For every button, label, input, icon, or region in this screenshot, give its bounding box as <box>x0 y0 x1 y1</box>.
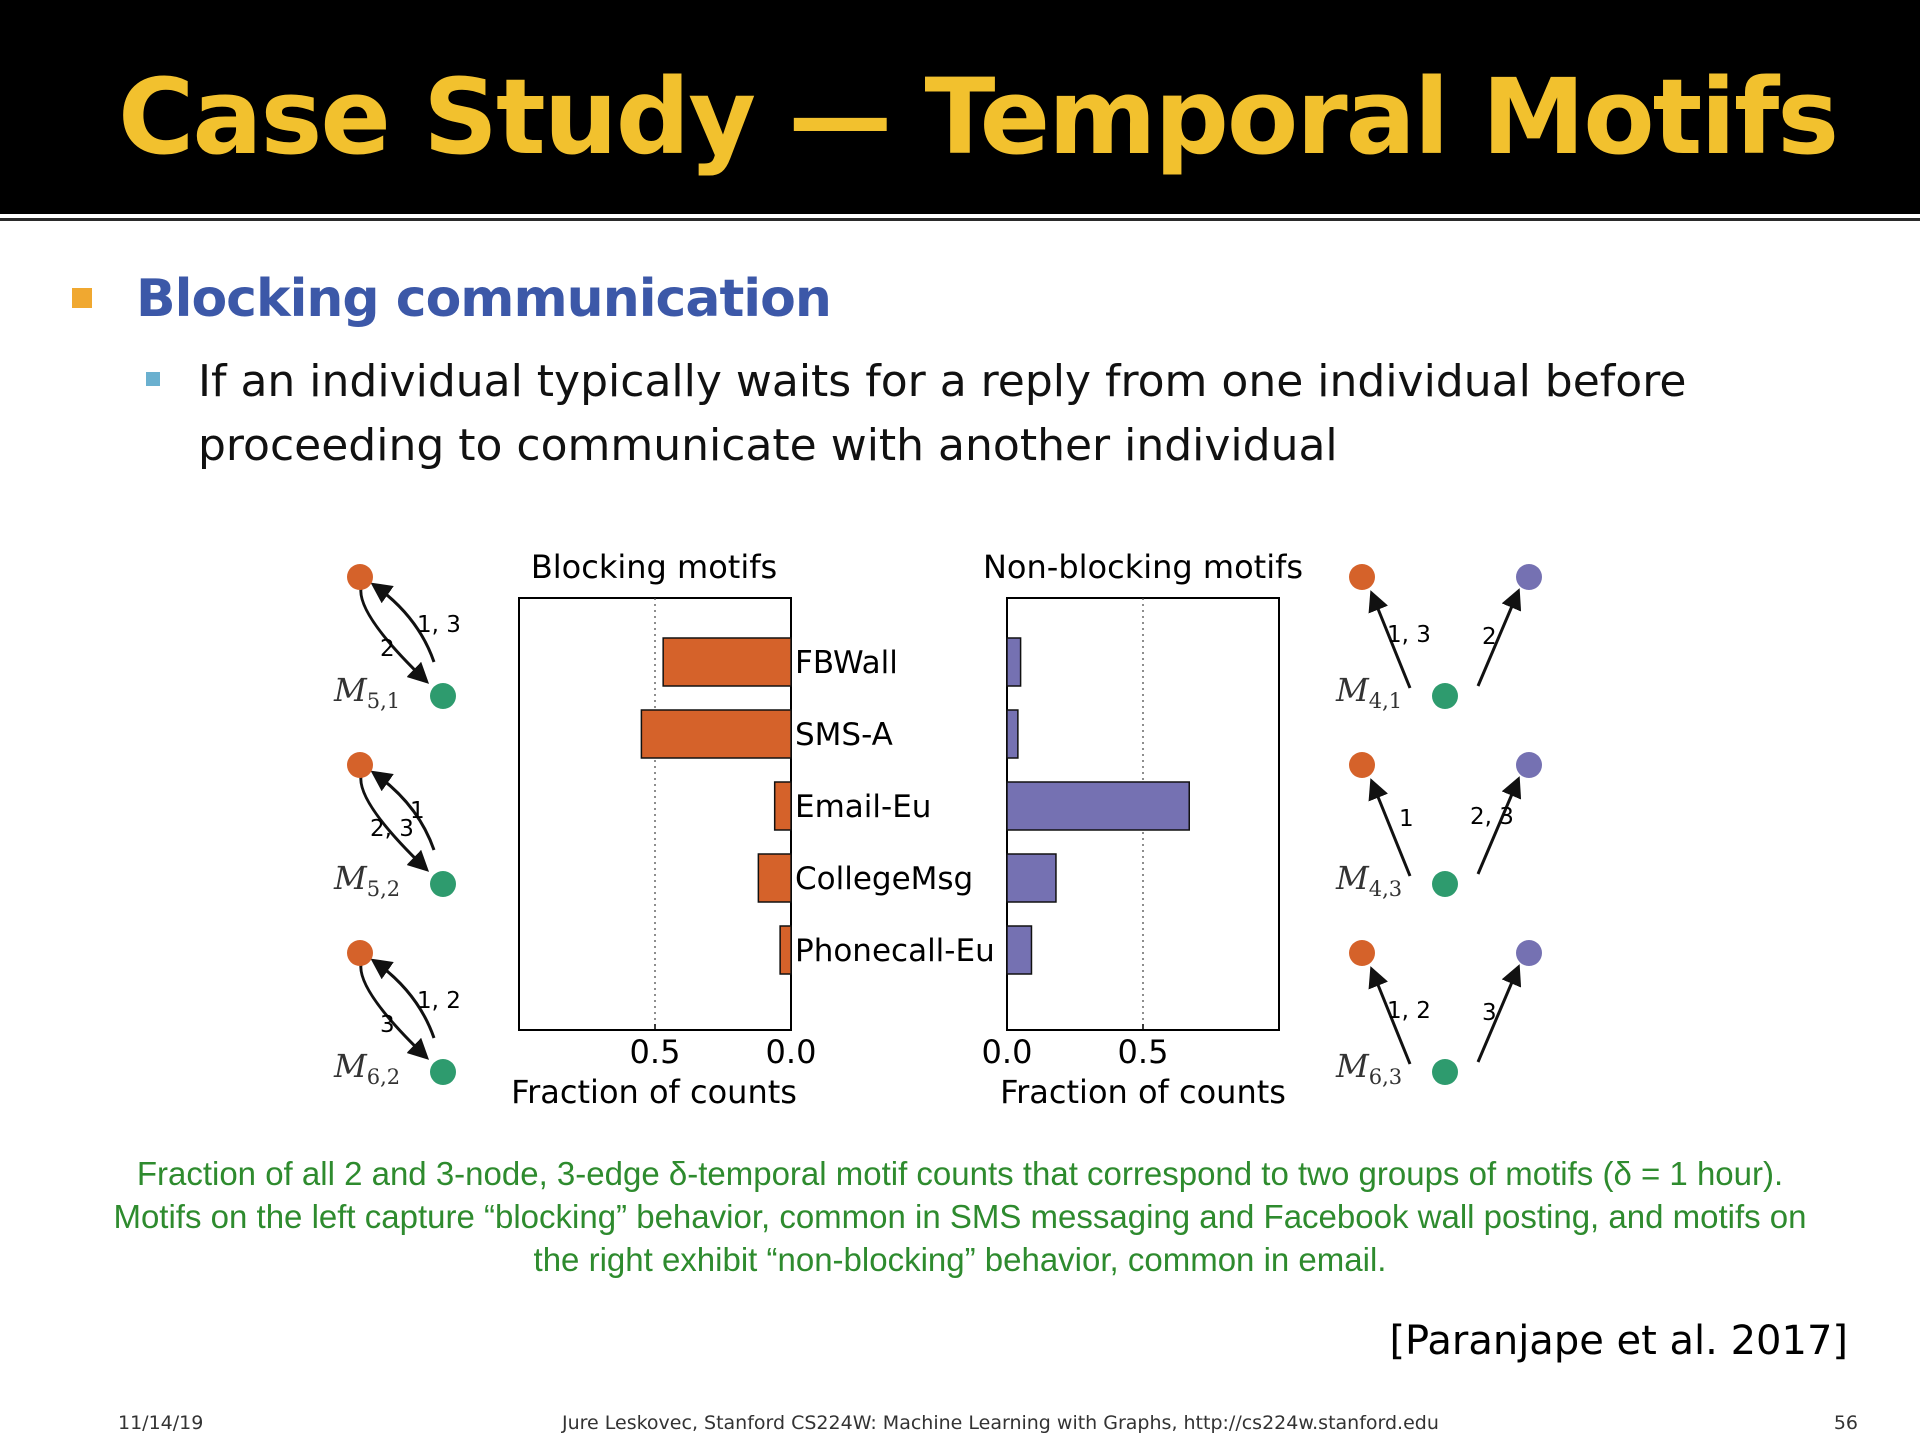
motif-name: M6,3 <box>1335 1047 1402 1089</box>
motif-edge-return <box>359 771 430 872</box>
motif-edge-label-left: 1 <box>1399 806 1414 832</box>
footer-credit: Jure Leskovec, Stanford CS224W: Machine … <box>562 1412 1439 1434</box>
motif-node-purple <box>1516 752 1542 778</box>
blocking-tick-label-0.0: 0.0 <box>766 1033 817 1071</box>
category-label-email-eu: Email-Eu <box>795 789 931 825</box>
title-bar <box>0 0 1920 214</box>
blocking-chart-title: Blocking motifs <box>531 548 777 586</box>
motif-nonblocking-3: 1, 2 3 M6,3 <box>1335 940 1542 1089</box>
blocking-tick-label-0.5: 0.5 <box>630 1033 681 1071</box>
motif-edge-right <box>1476 964 1522 1063</box>
motif-node-green <box>1432 1059 1458 1085</box>
motif-edge-label-right: 2, 3 <box>1470 804 1514 830</box>
category-label-collegemsg: CollegeMsg <box>795 861 973 897</box>
nonblocking-bar-sms-a <box>1006 709 1019 759</box>
footer-page-number: 56 <box>1833 1412 1858 1434</box>
motif-node-orange <box>1349 752 1375 778</box>
citation: [Paranjape et al. 2017] <box>1389 1318 1848 1364</box>
motif-node-orange <box>1349 940 1375 966</box>
motif-edge-out <box>370 770 436 851</box>
motif-edge-label-up: 1 <box>410 798 425 824</box>
nonblocking-xlabel: Fraction of counts <box>1000 1073 1286 1111</box>
motif-name: M4,1 <box>1335 671 1402 713</box>
motif-node-orange <box>347 564 373 590</box>
motif-node-green <box>430 1059 456 1085</box>
motif-edge-left <box>1368 590 1412 689</box>
bullet-text: If an individual typically waits for a r… <box>198 356 1687 471</box>
motif-blocking-3: 1, 2 3 M6,2 <box>333 940 461 1089</box>
motif-edge-right <box>1476 588 1522 687</box>
nonblocking-bar-phonecall-eu <box>1006 925 1033 975</box>
motif-node-orange <box>347 940 373 966</box>
motif-edge-right <box>1476 776 1522 875</box>
motif-edge-label-right: 2 <box>1482 624 1497 650</box>
motif-node-green <box>430 871 456 897</box>
blocking-bar-fbwall <box>662 637 792 687</box>
motif-edge-label-down: 2 <box>380 636 395 662</box>
motif-name: M5,1 <box>333 671 400 713</box>
motif-blocking-1: 1, 3 2 M5,1 <box>333 564 461 713</box>
motif-name: M6,2 <box>333 1047 400 1089</box>
motif-edge-label-left: 1, 2 <box>1387 998 1431 1024</box>
motif-node-green <box>1432 871 1458 897</box>
motif-node-green <box>1432 683 1458 709</box>
nonblocking-bar-collegemsg <box>1006 853 1057 903</box>
nonblocking-bar-fbwall <box>1006 637 1022 687</box>
motif-edge-out <box>370 958 436 1039</box>
bullet-marker-level1 <box>72 288 92 308</box>
motif-node-green <box>430 683 456 709</box>
title-rule <box>0 218 1920 221</box>
motif-nonblocking-2: 1 2, 3 M4,3 <box>1335 752 1542 901</box>
bullet-marker-level2 <box>146 372 160 386</box>
motif-node-orange <box>347 752 373 778</box>
blocking-bar-sms-a <box>640 709 792 759</box>
motif-edge-label-left: 1, 3 <box>1387 622 1431 648</box>
motif-edge-out <box>370 582 436 663</box>
category-label-sms-a: SMS-A <box>795 717 893 753</box>
motif-name: M4,3 <box>1335 859 1402 901</box>
blocking-bar-collegemsg <box>757 853 792 903</box>
nonblocking-chart-title: Non-blocking motifs <box>983 548 1303 586</box>
nonblocking-bar-email-eu <box>1006 781 1190 831</box>
motif-edge-left <box>1368 778 1412 877</box>
motif-edge-label-down: 2, 3 <box>370 816 414 842</box>
motif-name: M5,2 <box>333 859 400 901</box>
motif-edge-label-up: 1, 2 <box>417 988 461 1014</box>
motif-node-purple <box>1516 940 1542 966</box>
motif-blocking-2: 1 2, 3 M5,2 <box>333 752 456 901</box>
blocking-bar-phonecall-eu <box>779 925 792 975</box>
blocking-bar-email-eu <box>773 781 792 831</box>
bullet-heading: Blocking communication <box>136 269 832 329</box>
footer-date: 11/14/19 <box>118 1412 204 1434</box>
motif-bar-charts: Blocking motifs 0.5 0.0 Fraction of coun… <box>333 548 1542 1111</box>
motif-edge-label-right: 3 <box>1482 1000 1497 1026</box>
slide-title: Case Study — Temporal Motifs <box>118 56 1839 178</box>
motif-edge-left <box>1368 966 1412 1065</box>
motif-edge-return <box>359 959 430 1060</box>
motif-nonblocking-1: 1, 3 2 M4,1 <box>1335 564 1542 713</box>
category-label-fbwall: FBWall <box>795 645 898 681</box>
category-label-phonecall-eu: Phonecall-Eu <box>795 933 995 969</box>
nonblocking-tick-label-0.5: 0.5 <box>1118 1033 1169 1071</box>
motif-node-purple <box>1516 564 1542 590</box>
nonblocking-tick-label-0.0: 0.0 <box>982 1033 1033 1071</box>
motif-node-orange <box>1349 564 1375 590</box>
motif-edge-label-down: 3 <box>380 1012 395 1038</box>
blocking-xlabel: Fraction of counts <box>511 1073 797 1111</box>
motif-edge-label-up: 1, 3 <box>417 612 461 638</box>
figure-caption: Fraction of all 2 and 3-node, 3-edge δ-t… <box>113 1155 1807 1278</box>
motif-edge-return <box>359 583 430 684</box>
